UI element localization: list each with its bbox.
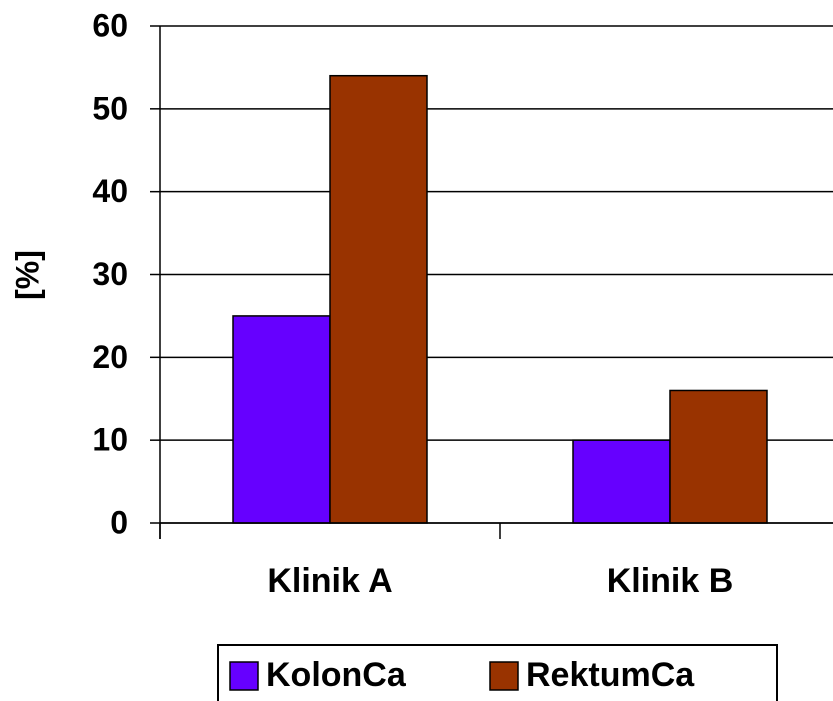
y-tick-label: 10	[92, 422, 128, 458]
legend-swatch	[489, 661, 519, 691]
x-tick-label: Klinik B	[607, 562, 734, 600]
y-tick-label: 0	[110, 504, 128, 540]
bar	[329, 74, 428, 524]
x-tick-label: Klinik A	[267, 562, 392, 600]
legend-label: RektumCa	[526, 656, 695, 694]
y-tick-label: 60	[92, 7, 128, 43]
legend-label: KolonCa	[266, 656, 407, 694]
y-tick-label: 40	[92, 173, 128, 209]
bar	[669, 389, 768, 524]
legend-swatch	[229, 661, 259, 691]
y-tick-label: 30	[92, 256, 128, 292]
bar	[572, 439, 671, 524]
y-tick-label: 20	[92, 339, 128, 375]
y-tick-label: 50	[92, 90, 128, 126]
y-axis-label: [%]	[9, 250, 45, 300]
bar	[232, 315, 331, 524]
